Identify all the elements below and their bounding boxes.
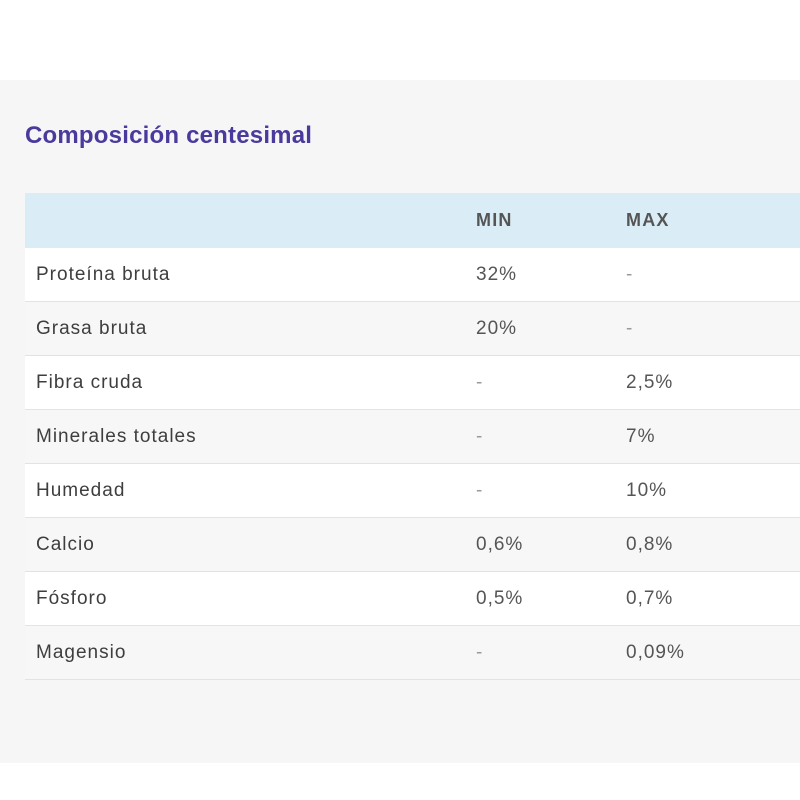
min-value: 32% xyxy=(476,248,626,302)
table-row: Proteína bruta 32% - xyxy=(25,248,800,302)
max-value: - xyxy=(626,248,800,302)
min-value: - xyxy=(476,625,626,680)
nutrient-name: Magensio xyxy=(25,625,476,680)
table-row: Magensio - 0,09% xyxy=(25,625,800,680)
header-min: MIN xyxy=(476,193,626,248)
table-header: MIN MAX xyxy=(25,193,800,248)
min-value: 0,6% xyxy=(476,517,626,572)
table-row: Fósforo 0,5% 0,7% xyxy=(25,571,800,626)
table-row: Grasa bruta 20% - xyxy=(25,301,800,356)
table-row: Minerales totales - 7% xyxy=(25,409,800,464)
table-row: Fibra cruda - 2,5% xyxy=(25,355,800,410)
header-row: MIN MAX xyxy=(25,193,800,248)
max-value: - xyxy=(626,301,800,356)
nutrient-name: Minerales totales xyxy=(25,409,476,464)
max-value: 10% xyxy=(626,463,800,518)
table-row: Calcio 0,6% 0,8% xyxy=(25,517,800,572)
min-value: - xyxy=(476,355,626,410)
min-value: - xyxy=(476,409,626,464)
min-value: 0,5% xyxy=(476,571,626,626)
table-row: Humedad - 10% xyxy=(25,463,800,518)
nutrient-name: Fibra cruda xyxy=(25,355,476,410)
min-value: - xyxy=(476,463,626,518)
max-value: 0,7% xyxy=(626,571,800,626)
nutrient-name: Proteína bruta xyxy=(25,248,476,302)
nutrient-name: Calcio xyxy=(25,517,476,572)
table-body: Proteína bruta 32% - Grasa bruta 20% - F… xyxy=(25,248,800,680)
max-value: 0,8% xyxy=(626,517,800,572)
composition-table: MIN MAX Proteína bruta 32% - Grasa bruta… xyxy=(25,193,800,680)
section-title: Composición centesimal xyxy=(25,122,313,149)
nutrient-name: Humedad xyxy=(25,463,476,518)
max-value: 0,09% xyxy=(626,625,800,680)
nutrient-name: Fósforo xyxy=(25,571,476,626)
nutrient-name: Grasa bruta xyxy=(25,301,476,356)
max-value: 7% xyxy=(626,409,800,464)
header-max: MAX xyxy=(626,193,800,248)
header-nutrient xyxy=(25,193,476,248)
max-value: 2,5% xyxy=(626,355,800,410)
min-value: 20% xyxy=(476,301,626,356)
